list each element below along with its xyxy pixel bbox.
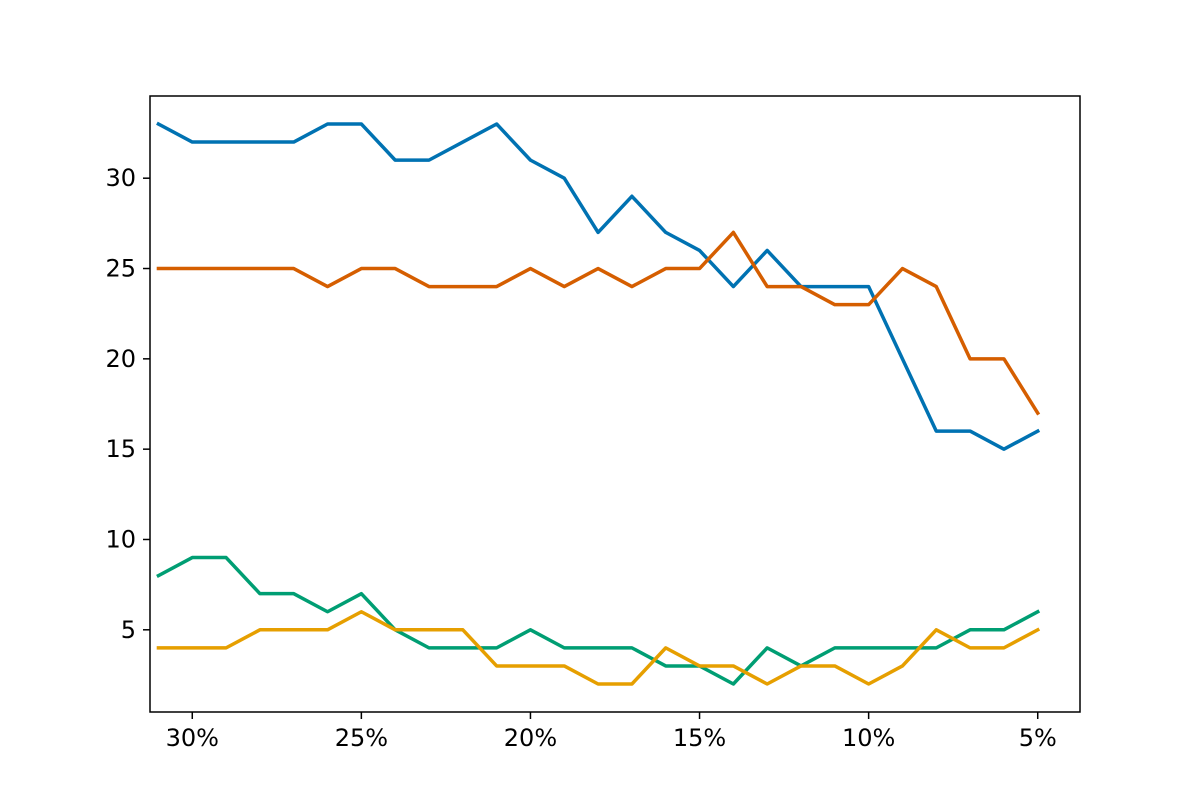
y-tick-label: 15: [105, 435, 136, 463]
x-tick-label: 5%: [1019, 724, 1057, 752]
series-line-1: [156, 121, 1041, 451]
series-line-2: [156, 230, 1041, 416]
y-tick-label: 30: [105, 164, 136, 192]
series-layer: [156, 121, 1041, 686]
x-axis: 30% 25% 20% 15% 10% 5%: [166, 712, 1057, 752]
x-tick-label: 30%: [166, 724, 219, 752]
x-tick-label: 15%: [673, 724, 726, 752]
plot-frame: [149, 95, 1081, 713]
y-tick-label: 20: [105, 345, 136, 373]
y-tick-label: 10: [105, 525, 136, 553]
y-tick-label: 5: [121, 616, 136, 644]
y-axis: 5 10 15 20 25 30: [105, 164, 150, 644]
series-line-3: [156, 555, 1041, 686]
y-tick-label: 25: [105, 255, 136, 283]
series-line-4: [156, 609, 1041, 686]
x-tick-label: 20%: [504, 724, 557, 752]
x-tick-label: 10%: [842, 724, 895, 752]
x-tick-label: 25%: [335, 724, 388, 752]
